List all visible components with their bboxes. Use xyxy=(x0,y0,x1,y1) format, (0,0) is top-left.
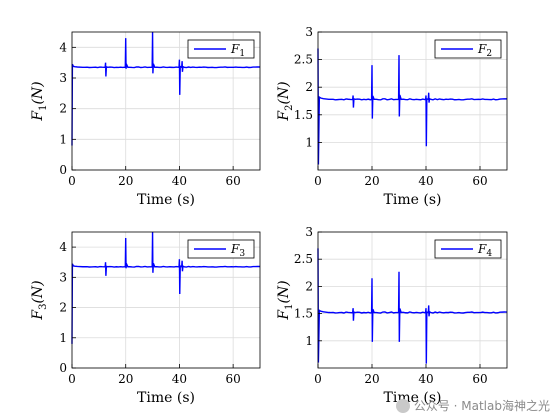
legend: F1 xyxy=(187,39,255,59)
x-tick-label: 0 xyxy=(68,174,76,188)
x-tick-label: 20 xyxy=(364,372,379,386)
x-tick-label: 60 xyxy=(226,174,241,188)
x-axis-label: Time (s) xyxy=(137,192,195,208)
panel-1: 0 20 40 60 0 1 2 3 4 Time (s) F1(N) F1 xyxy=(30,31,261,208)
x-tick-label: 20 xyxy=(118,372,133,386)
legend: F3 xyxy=(187,239,255,259)
legend-entry: F2 xyxy=(477,42,492,59)
panel-3: 0 20 40 60 0 1 2 3 4 Time (s) F3(N) F3 xyxy=(30,231,261,406)
legend-entry: F4 xyxy=(477,242,492,259)
x-tick-label: 40 xyxy=(172,372,187,386)
y-tick-label: 4 xyxy=(59,240,67,254)
legend: F2 xyxy=(434,39,502,59)
y-tick-label: 2 xyxy=(59,102,67,116)
y-tick-label: 1 xyxy=(59,331,67,345)
y-axis-label: F3(N) xyxy=(30,280,49,320)
legend-entry: F3 xyxy=(230,242,245,259)
axes-box xyxy=(317,31,508,171)
series-line-F4 xyxy=(317,248,508,364)
legend-entry: F1 xyxy=(230,42,245,59)
x-tick-label: 40 xyxy=(418,174,433,188)
y-tick-label: 1.5 xyxy=(294,307,313,321)
watermark: 公众号 · Matlab海神之光 xyxy=(395,397,550,414)
y-tick-label: 1 xyxy=(305,334,313,348)
y-tick-label: 3 xyxy=(59,71,67,85)
series-line-F1 xyxy=(71,31,261,146)
series-line-F2 xyxy=(317,48,508,165)
y-axis-label: F2(N) xyxy=(276,81,295,121)
y-tick-label: 0 xyxy=(59,163,67,177)
x-tick-label: 20 xyxy=(118,174,133,188)
y-tick-label: 0 xyxy=(59,361,67,375)
y-tick-label: 2 xyxy=(305,80,313,94)
x-axis-label: Time (s) xyxy=(137,390,195,406)
y-tick-label: 2 xyxy=(59,301,67,315)
y-tick-label: 1 xyxy=(59,132,67,146)
x-tick-label: 40 xyxy=(172,174,187,188)
x-tick-label: 20 xyxy=(364,174,379,188)
x-tick-label: 60 xyxy=(472,174,487,188)
axes-box xyxy=(317,231,508,369)
series-line-F3 xyxy=(71,231,261,344)
x-axis-label: Time (s) xyxy=(384,192,442,208)
x-tick-label: 60 xyxy=(472,372,487,386)
wechat-icon xyxy=(395,398,410,413)
watermark-text: 公众号 · Matlab海神之光 xyxy=(413,399,550,413)
y-tick-label: 2.5 xyxy=(294,53,313,67)
y-tick-label: 3 xyxy=(305,25,313,39)
y-tick-label: 1.5 xyxy=(294,108,313,122)
y-tick-label: 3 xyxy=(59,270,67,284)
y-tick-label: 2 xyxy=(305,279,313,293)
x-tick-label: 0 xyxy=(314,174,322,188)
y-tick-label: 1 xyxy=(305,135,313,149)
y-axis-label: F1(N) xyxy=(276,280,295,320)
axes-box xyxy=(71,231,261,369)
x-tick-label: 40 xyxy=(418,372,433,386)
y-tick-label: 2.5 xyxy=(294,252,313,266)
y-tick-label: 3 xyxy=(305,225,313,239)
panel-2: 0 20 40 60 1 1.5 2 2.5 3 Time (s) F2(N) F2 xyxy=(276,25,508,208)
legend: F4 xyxy=(434,239,502,259)
axes-box xyxy=(71,31,261,171)
y-axis-label: F1(N) xyxy=(30,81,49,121)
x-tick-label: 60 xyxy=(226,372,241,386)
y-tick-label: 4 xyxy=(59,40,67,54)
x-tick-label: 0 xyxy=(314,372,322,386)
x-tick-label: 0 xyxy=(68,372,76,386)
